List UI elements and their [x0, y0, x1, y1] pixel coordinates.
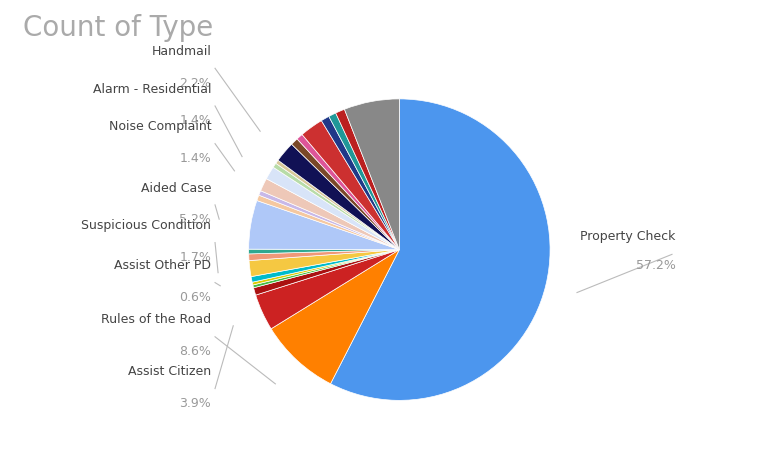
Wedge shape	[344, 99, 399, 250]
Text: Property Check: Property Check	[581, 229, 676, 243]
Wedge shape	[249, 249, 399, 254]
Wedge shape	[266, 167, 399, 250]
Wedge shape	[253, 250, 399, 288]
Text: 2.2%: 2.2%	[180, 77, 211, 90]
Text: 57.2%: 57.2%	[636, 259, 676, 272]
Wedge shape	[249, 250, 399, 260]
Wedge shape	[257, 195, 399, 250]
Wedge shape	[256, 250, 399, 329]
Wedge shape	[297, 135, 399, 250]
Wedge shape	[321, 116, 399, 250]
Wedge shape	[271, 250, 399, 384]
Wedge shape	[252, 250, 399, 285]
Wedge shape	[292, 139, 399, 250]
Wedge shape	[251, 250, 399, 282]
Text: 8.6%: 8.6%	[179, 345, 211, 358]
Text: 1.7%: 1.7%	[179, 251, 211, 264]
Wedge shape	[302, 121, 399, 250]
Text: Noise Complaint: Noise Complaint	[108, 120, 211, 133]
Text: Suspicious Condition: Suspicious Condition	[81, 219, 211, 232]
Text: Handmail: Handmail	[151, 45, 211, 58]
Wedge shape	[278, 144, 399, 250]
Text: Count of Type: Count of Type	[23, 14, 214, 42]
Text: 1.4%: 1.4%	[180, 152, 211, 165]
Text: Alarm - Residential: Alarm - Residential	[93, 82, 211, 96]
Wedge shape	[273, 163, 399, 250]
Text: 3.9%: 3.9%	[180, 397, 211, 410]
Text: 0.6%: 0.6%	[179, 291, 211, 304]
Text: 1.4%: 1.4%	[180, 114, 211, 128]
Wedge shape	[336, 109, 399, 250]
Text: Assist Citizen: Assist Citizen	[128, 365, 211, 378]
Text: Rules of the Road: Rules of the Road	[101, 313, 211, 326]
Wedge shape	[253, 250, 399, 295]
Text: Aided Case: Aided Case	[141, 181, 211, 195]
Wedge shape	[249, 201, 399, 250]
Text: Assist Other PD: Assist Other PD	[114, 259, 211, 272]
Wedge shape	[259, 191, 399, 250]
Wedge shape	[330, 99, 550, 400]
Wedge shape	[260, 179, 399, 250]
Wedge shape	[329, 113, 399, 250]
Wedge shape	[249, 250, 399, 276]
Text: 5.2%: 5.2%	[179, 213, 211, 227]
Wedge shape	[276, 160, 399, 250]
